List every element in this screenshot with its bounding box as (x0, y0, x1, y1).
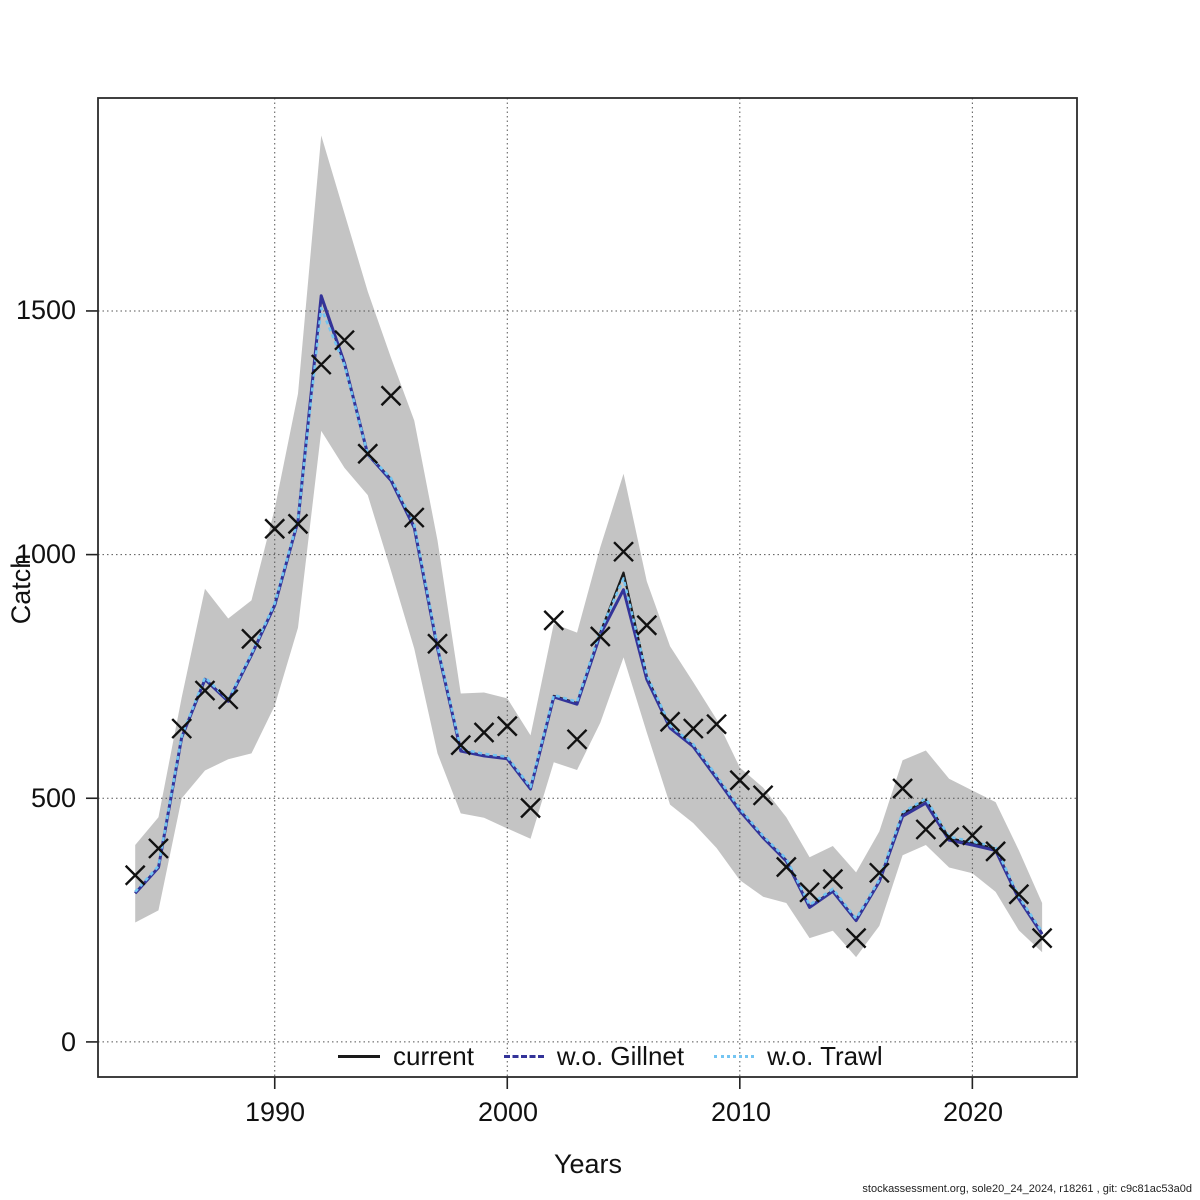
x-tick-label-2000: 2000 (477, 1097, 539, 1127)
y-tick-label-0: 0 (60, 1027, 76, 1057)
plot-border (97, 97, 1078, 1078)
y-axis-title: Catch (6, 553, 36, 625)
x-tick-label-2010: 2010 (710, 1097, 772, 1127)
x-tick-label-2020: 2020 (942, 1097, 1004, 1127)
series-line-2 (134, 306, 1044, 933)
legend-label-current: current (393, 1040, 474, 1071)
legend: current w.o. Gillnet w.o. Trawl (338, 1041, 883, 1071)
x-axis-title: Years (553, 1149, 623, 1179)
x-tick-label-1990: 1990 (244, 1097, 306, 1127)
y-tick-label-1000: 1000 (16, 539, 77, 569)
trawl-line-sample-icon (714, 1054, 755, 1058)
confidence-band (135, 135, 1043, 958)
source-credit: stockassessment.org, sole20_24_2024, r18… (862, 1183, 1192, 1195)
y-tick-label-1500: 1500 (16, 295, 77, 325)
y-tick-label-500: 500 (30, 783, 76, 813)
legend-entry-gillnet: w.o. Gillnet (503, 1040, 685, 1072)
legend-label-gillnet: w.o. Gillnet (556, 1040, 685, 1071)
legend-entry-trawl: w.o. Trawl (714, 1041, 883, 1072)
gillnet-line-sample-icon (503, 1054, 544, 1058)
legend-label-trawl: w.o. Trawl (767, 1040, 883, 1071)
current-line-sample-icon (338, 1054, 380, 1058)
observed-x-markers (124, 329, 1053, 949)
legend-entry-current: current (338, 1041, 474, 1072)
